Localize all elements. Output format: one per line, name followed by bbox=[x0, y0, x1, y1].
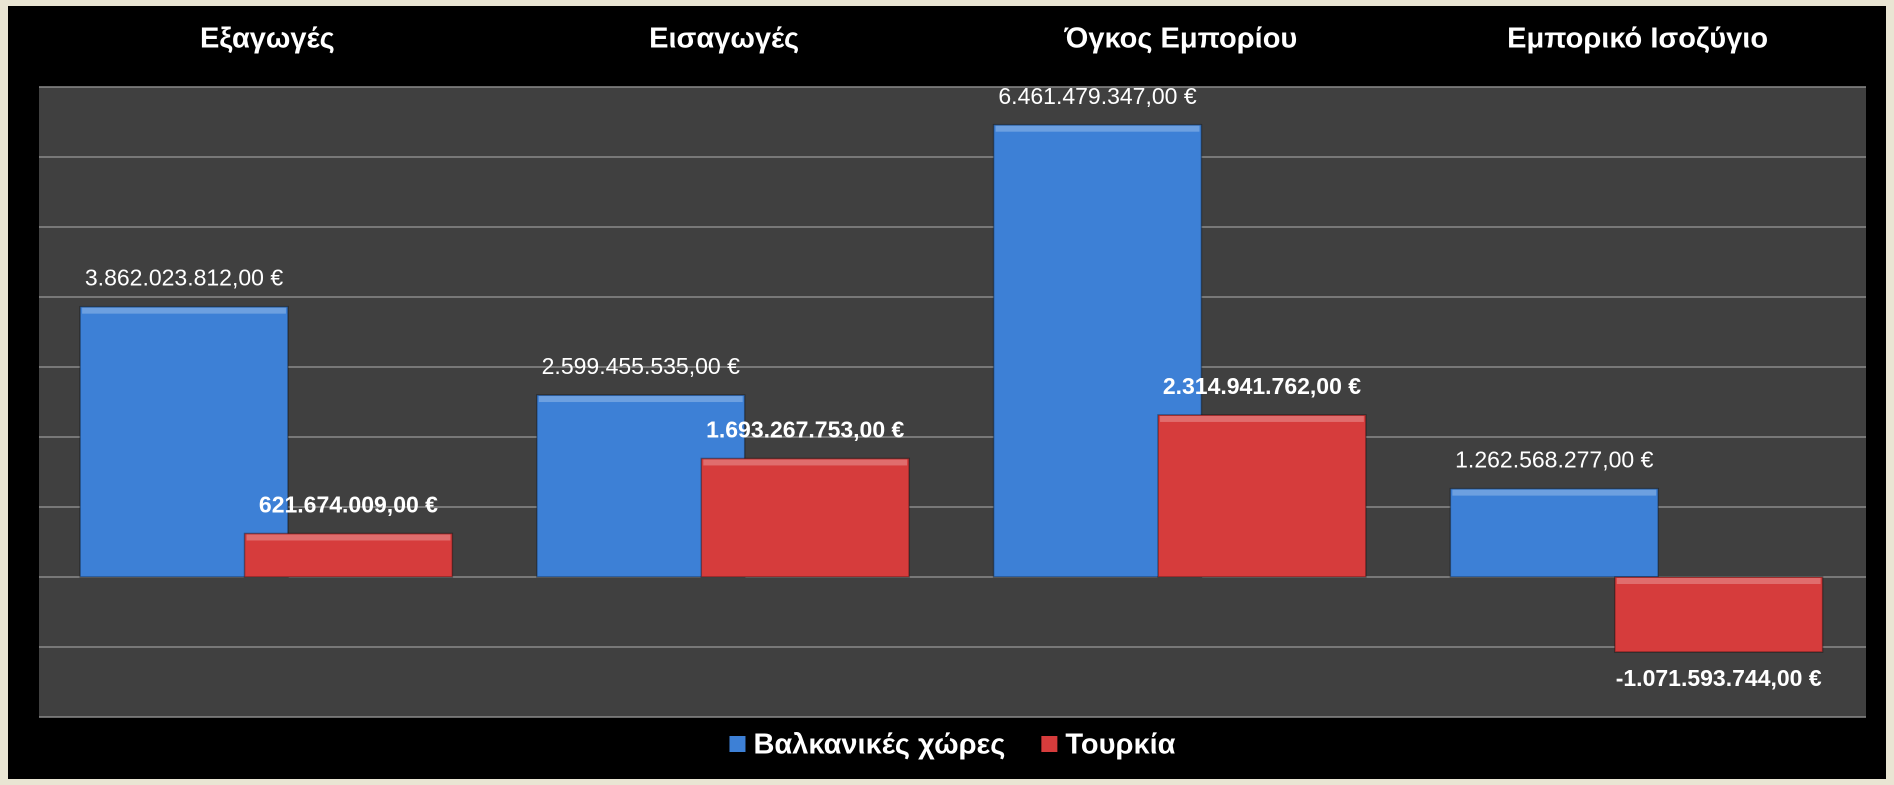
bar-highlight bbox=[246, 534, 451, 541]
bar bbox=[1157, 414, 1367, 578]
data-label: 1.693.267.753,00 € bbox=[706, 417, 904, 443]
bar bbox=[1449, 487, 1659, 578]
legend-label: Βαλκανικές χώρες bbox=[753, 729, 1005, 761]
bar bbox=[79, 305, 289, 578]
data-label: 2.599.455.535,00 € bbox=[542, 353, 740, 379]
bar-highlight bbox=[82, 307, 286, 314]
x-tick-label: Εισαγωγές bbox=[649, 23, 799, 55]
bar-highlight bbox=[538, 396, 743, 403]
data-label: 6.461.479.347,00 € bbox=[998, 83, 1196, 109]
bar-highlight bbox=[1452, 489, 1657, 496]
x-tick-label: Όγκος Εμπορίου bbox=[1063, 23, 1297, 55]
data-label: 621.674.009,00 € bbox=[259, 492, 438, 518]
legend-swatch bbox=[729, 736, 746, 752]
bar-highlight bbox=[995, 125, 1200, 132]
bar-highlight bbox=[703, 459, 908, 466]
x-tick-label: Εξαγωγές bbox=[200, 23, 335, 55]
data-label: 3.862.023.812,00 € bbox=[85, 265, 283, 291]
legend-label: Τουρκία bbox=[1065, 729, 1175, 761]
legend-swatch bbox=[1041, 736, 1058, 752]
bar bbox=[1614, 576, 1824, 653]
data-label: -1.071.593.744,00 € bbox=[1616, 665, 1822, 691]
plot-area bbox=[39, 87, 1866, 717]
x-tick-label: Εμπορικό Ισοζύγιο bbox=[1507, 23, 1768, 55]
bar-highlight bbox=[1160, 415, 1364, 422]
bar bbox=[243, 532, 454, 578]
data-label: 1.262.568.277,00 € bbox=[1455, 447, 1653, 473]
bar bbox=[700, 457, 910, 578]
data-label: 2.314.941.762,00 € bbox=[1163, 373, 1361, 399]
bar-highlight bbox=[1616, 578, 1821, 584]
